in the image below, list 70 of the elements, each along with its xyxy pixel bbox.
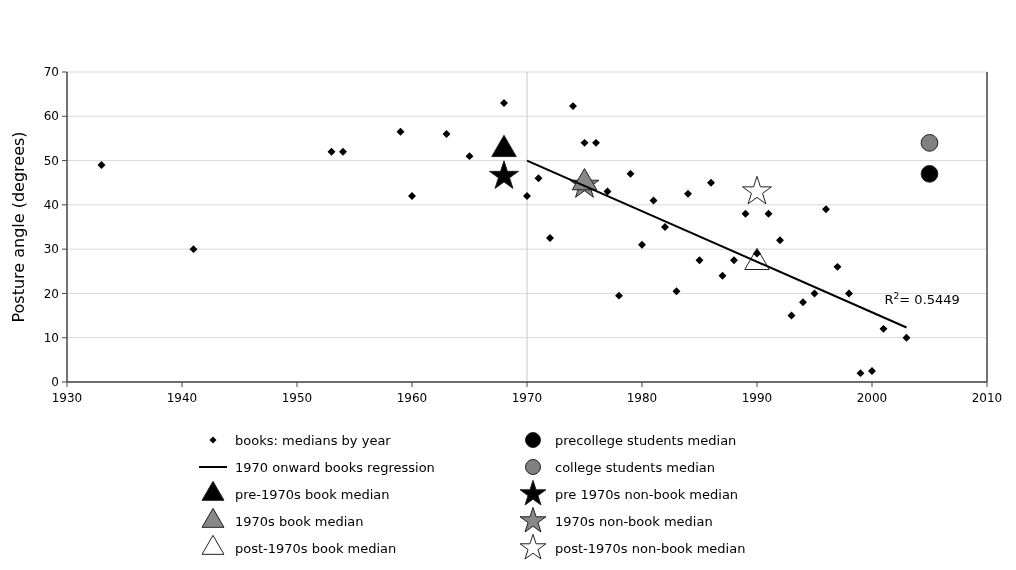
- legend-label: college students median: [555, 459, 716, 475]
- point: [753, 249, 761, 258]
- x-tick-label: 2010: [971, 391, 1003, 405]
- annotation: R$^{2}$= 0.5449: [884, 290, 960, 307]
- point: [920, 134, 939, 152]
- point: [396, 127, 405, 136]
- legend-label: post-1970s book median: [235, 540, 397, 556]
- x-tick-label: 2000: [856, 391, 888, 405]
- y-tick-label: 40: [43, 198, 59, 213]
- point: [742, 175, 772, 205]
- legend-label: 1970 onward books regression: [235, 459, 435, 475]
- point: [845, 289, 853, 298]
- point: [741, 209, 750, 218]
- point: [442, 130, 451, 138]
- y-axis-title: Posture angle (degrees): [9, 131, 28, 323]
- point: [776, 236, 784, 245]
- x-tick-label: 1930: [51, 391, 83, 405]
- point: [465, 152, 474, 161]
- point: [902, 333, 911, 342]
- point: [569, 102, 577, 111]
- x-tick-label: 1960: [396, 391, 428, 405]
- legend-label: pre-1970s book median: [235, 486, 390, 502]
- y-tick-label: 60: [43, 109, 59, 124]
- y-tick-label: 30: [43, 242, 59, 257]
- point: [695, 256, 704, 265]
- y-tick-label: 50: [43, 153, 59, 168]
- point: [546, 234, 554, 243]
- y-tick-label: 20: [43, 286, 59, 301]
- legend-label: post-1970s non-book median: [555, 540, 746, 556]
- point: [489, 160, 519, 189]
- point: [822, 205, 830, 214]
- point: [97, 161, 106, 169]
- x-tick-label: 1990: [741, 391, 773, 405]
- point: [707, 178, 715, 187]
- point: [672, 287, 681, 296]
- point: [327, 147, 336, 156]
- point: [730, 256, 738, 265]
- x-tick-label: 1970: [511, 391, 543, 405]
- point: [920, 165, 939, 183]
- x-tick-label: 1980: [626, 391, 658, 405]
- y-tick-label: 0: [51, 375, 59, 390]
- point: [638, 240, 646, 249]
- point: [718, 271, 727, 280]
- point: [879, 324, 888, 333]
- point: [592, 138, 600, 147]
- legend-label: 1970s non-book median: [555, 513, 713, 529]
- legend-label: 1970s book median: [235, 513, 364, 529]
- point: [603, 187, 612, 196]
- point: [833, 262, 842, 271]
- point: [787, 311, 796, 320]
- point: [189, 245, 198, 254]
- point: [764, 209, 773, 218]
- x-tick-label: 1950: [281, 391, 313, 405]
- point: [615, 291, 623, 300]
- y-tick-label: 70: [43, 65, 59, 80]
- point: [856, 369, 865, 378]
- point: [799, 298, 807, 307]
- point: [626, 169, 635, 178]
- x-tick-label: 1940: [166, 391, 198, 405]
- legend-label: pre 1970s non-book median: [555, 486, 739, 502]
- point: [868, 366, 876, 375]
- point: [580, 138, 589, 147]
- legend-label: books: medians by year: [235, 432, 392, 448]
- point: [810, 289, 819, 298]
- point: [339, 147, 347, 156]
- legend-label: precollege students median: [555, 432, 737, 448]
- point: [534, 174, 543, 183]
- point: [649, 196, 658, 205]
- y-tick-label: 10: [43, 330, 59, 345]
- point: [684, 189, 692, 198]
